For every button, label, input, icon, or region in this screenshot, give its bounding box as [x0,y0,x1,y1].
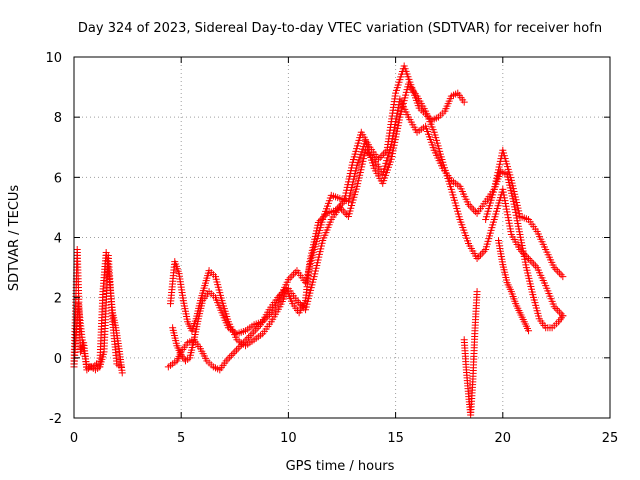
data-point [471,208,479,216]
data-point [118,369,126,377]
data-point [526,256,534,264]
data-point [284,276,292,284]
data-point [559,273,567,281]
data-point [245,333,253,341]
data-point [295,298,303,306]
data-point [554,306,562,314]
data-point [296,300,304,308]
data-point [117,363,125,371]
data-point [473,255,481,263]
x-tick-label: 0 [70,431,78,446]
data-point [243,335,251,343]
data-point [470,206,478,214]
data-point [376,153,384,161]
data-point [253,324,261,332]
data-point [286,274,294,282]
data-point [291,268,299,276]
data-point [530,260,538,268]
data-point [552,304,560,312]
y-tick-label: 0 [54,352,62,367]
series-track-d [166,95,567,350]
data-point [251,326,259,334]
data-point [262,314,270,322]
data-point [264,312,272,320]
data-point [288,272,296,280]
data-point [559,312,567,320]
data-point [234,344,242,352]
data-point [224,355,232,363]
y-tick-label: -2 [49,412,62,427]
data-point [222,357,230,365]
y-tick-label: 8 [54,111,62,126]
x-tick-label: 5 [177,431,185,446]
series-track-f [460,288,481,419]
data-point [227,351,235,359]
data-point [552,265,560,273]
data-point [550,264,558,272]
data-point [248,330,256,338]
series-track-e [169,80,567,365]
data-point [231,348,239,356]
data-point [378,152,386,160]
data-point [233,346,241,354]
data-point [475,253,483,261]
x-tick-label: 25 [602,431,619,446]
x-tick-label: 10 [280,431,297,446]
x-tick-label: 15 [387,431,404,446]
x-tick-label: 20 [495,431,512,446]
data-point [339,207,347,215]
data-point [554,267,562,275]
data-point [341,209,349,217]
data-point [473,288,481,296]
x-axis-label: GPS time / hours [286,459,395,474]
series-track-b [70,252,125,374]
y-axis-label: SDTVAR / TECUs [7,185,22,292]
axis-ticks: 0 5 10 15 20 25 -2 0 2 4 6 8 10 [45,51,618,446]
data-point [525,327,533,335]
data-point [555,308,563,316]
data-point [460,98,468,106]
data-point [298,302,306,310]
data-point [528,258,536,266]
data-point [250,328,258,336]
data-point [246,332,254,340]
data-point [557,271,565,279]
data-point [336,203,344,211]
data-point [226,353,234,361]
data-point [293,297,301,305]
chart-title: Day 324 of 2023, Sidereal Day-to-day VTE… [78,21,602,36]
y-tick-label: 6 [54,171,62,186]
data-point [480,247,488,255]
series-track-h [495,237,533,335]
data-point [525,255,533,263]
y-tick-label: 4 [54,232,62,247]
data-point [550,303,558,311]
data-point [466,202,474,210]
data-point [338,205,346,213]
data-point [380,150,388,158]
series-track-g [482,167,567,332]
data-point [478,249,486,257]
data-point [290,270,298,278]
data-point [229,350,237,358]
data-point [464,200,472,208]
y-tick-label: 2 [54,292,62,307]
data-point [531,262,539,270]
data-point [259,318,267,326]
data-point [260,316,268,324]
grid-lines [74,57,610,418]
data-point [477,251,485,259]
y-tick-label: 10 [45,51,62,66]
data-point [555,269,563,277]
data-point [266,311,274,319]
data-point [468,204,476,212]
data-points [70,62,567,419]
